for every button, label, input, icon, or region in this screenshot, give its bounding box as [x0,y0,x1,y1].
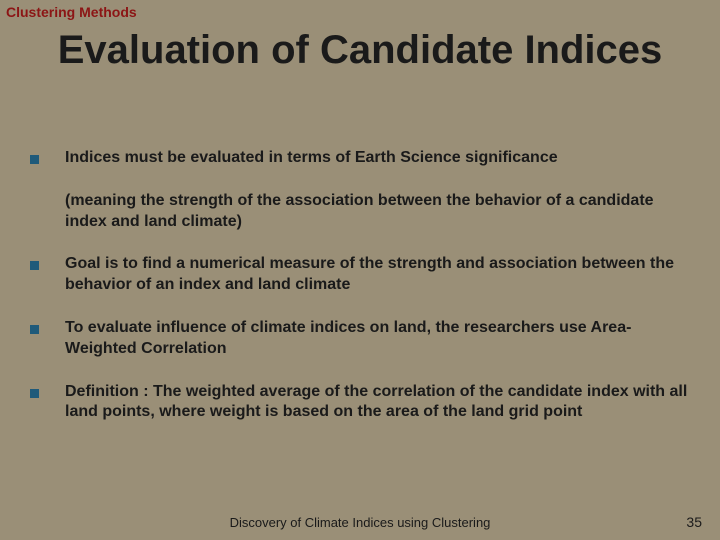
bullet-text: Definition : The weighted average of the… [65,382,690,424]
list-item: Definition : The weighted average of the… [30,382,690,424]
bullet-icon [30,155,39,164]
bullet-icon [30,389,39,398]
bullet-subtext: (meaning the strength of the association… [65,191,690,233]
list-item: Indices must be evaluated in terms of Ea… [30,148,690,169]
footer-text: Discovery of Climate Indices using Clust… [0,515,720,530]
content-area: Indices must be evaluated in terms of Ea… [30,148,690,445]
bullet-text: Goal is to find a numerical measure of t… [65,254,690,296]
slide-title: Evaluation of Candidate Indices [0,28,720,72]
list-item: Goal is to find a numerical measure of t… [30,254,690,296]
section-header: Clustering Methods [6,4,137,20]
list-item: To evaluate influence of climate indices… [30,318,690,360]
page-number: 35 [686,514,702,530]
slide: Clustering Methods Evaluation of Candida… [0,0,720,540]
bullet-text: Indices must be evaluated in terms of Ea… [65,148,558,169]
bullet-icon [30,325,39,334]
bullet-text: To evaluate influence of climate indices… [65,318,690,360]
bullet-icon [30,261,39,270]
